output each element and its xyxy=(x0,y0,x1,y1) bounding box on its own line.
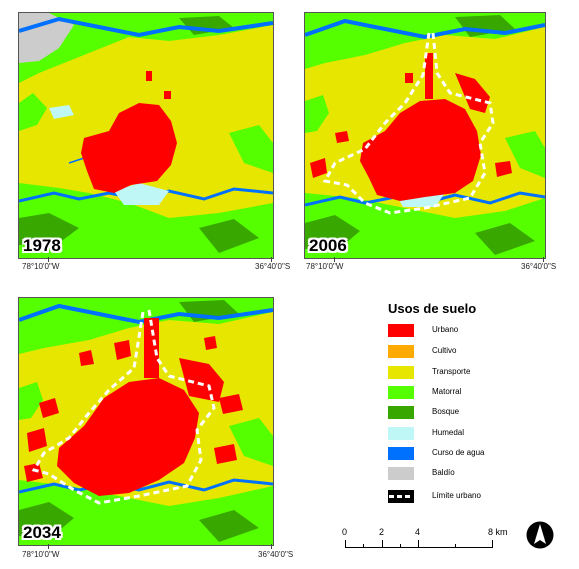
legend-swatch-dashed xyxy=(388,490,414,503)
longitude-label: 78°10'0"W xyxy=(22,550,60,559)
map-year-label: 1978 xyxy=(23,236,61,255)
legend-swatch xyxy=(388,366,414,379)
legend-label: Cultivo xyxy=(432,346,457,355)
map-year-label: 2006 xyxy=(309,236,347,255)
legend-label: Humedal xyxy=(432,428,465,437)
scale-bar xyxy=(345,540,493,548)
coord-tick xyxy=(334,257,335,262)
latitude-label: 36°40'0"S xyxy=(255,262,291,271)
legend-swatch xyxy=(388,406,414,419)
latitude-label: 36°40'0"S xyxy=(521,262,557,271)
legend-label: Transporte xyxy=(432,367,471,376)
legend-label: Baldío xyxy=(432,468,455,477)
legend-swatch xyxy=(388,447,414,460)
map-1978: 1978 xyxy=(18,12,274,259)
scale-label: 4 xyxy=(415,527,421,537)
legend-swatch xyxy=(388,324,414,337)
legend-swatch xyxy=(388,386,414,399)
legend-label: Bosque xyxy=(432,407,460,416)
map-year-label: 2034 xyxy=(23,523,61,542)
legend-swatch xyxy=(388,345,414,358)
latitude-label: 36°40'0"S xyxy=(258,550,294,559)
longitude-label: 78°10'0"W xyxy=(22,262,60,271)
scale-label: 8 km xyxy=(488,527,508,537)
legend-label: Urbano xyxy=(432,325,459,334)
coord-tick xyxy=(48,544,49,549)
legend-label: Límite urbano xyxy=(432,491,481,500)
coord-tick xyxy=(271,257,272,262)
legend-title: Usos de suelo xyxy=(388,301,477,316)
scale-label: 2 xyxy=(379,527,385,537)
legend-label: Curso de agua xyxy=(432,448,485,457)
north-arrow-icon xyxy=(526,521,554,549)
legend-label: Matorral xyxy=(432,387,462,396)
coord-tick xyxy=(271,544,272,549)
map-2034: 2034 xyxy=(18,297,274,546)
coord-tick xyxy=(543,257,544,262)
longitude-label: 78°10'0"W xyxy=(306,262,344,271)
legend-swatch xyxy=(388,467,414,480)
scale-label: 0 xyxy=(342,527,348,537)
legend-swatch xyxy=(388,427,414,440)
map-2006: 2006 xyxy=(304,12,546,259)
coord-tick xyxy=(48,257,49,262)
